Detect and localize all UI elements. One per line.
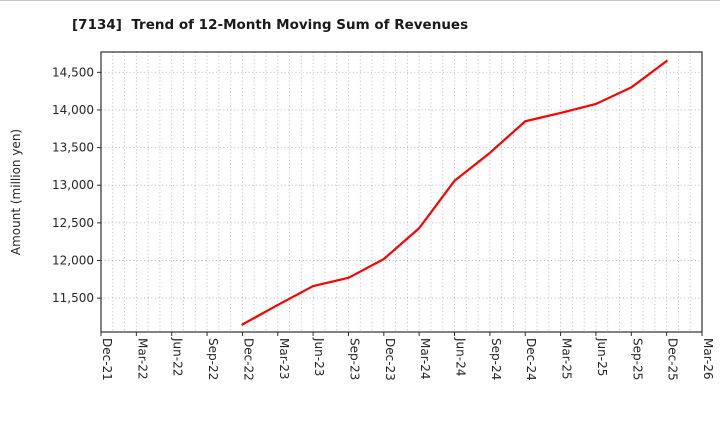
x-tick-label: Jun-25 [595,337,609,376]
x-tick-label: Jun-23 [312,337,326,376]
x-tick-label: Dec-21 [100,338,114,381]
x-tick-label: Dec-25 [666,338,680,381]
chart-title: [7134] Trend of 12-Month Moving Sum of R… [72,17,469,33]
x-tick-label: Sep-22 [206,338,220,380]
x-tick-label: Dec-23 [383,338,397,381]
x-tick-label: Jun-24 [454,337,468,376]
y-tick-label: 13,500 [52,141,94,155]
revenue-line [241,59,668,326]
y-tick-label: 14,000 [52,103,94,117]
x-tick-label: Mar-25 [560,338,574,379]
y-tick-label: 14,500 [52,65,94,79]
x-tick-label: Sep-23 [347,338,361,380]
x-tick-label: Mar-24 [418,338,432,379]
y-tick-label: 11,500 [52,291,94,305]
y-tick-label: 12,000 [52,253,94,267]
x-tick-label: Sep-25 [630,338,644,380]
page-top-border [0,0,720,1]
x-tick-label: Sep-24 [489,338,503,380]
y-tick-label: 12,500 [52,216,94,230]
x-tick-label: Mar-22 [135,338,149,379]
x-tick-label: Dec-22 [241,338,255,381]
x-tick-label: Jun-22 [171,337,185,376]
x-tick-label: Mar-23 [277,338,291,379]
x-tick-label: Dec-24 [524,338,538,381]
plot-border [100,51,703,333]
y-tick-label: 13,000 [52,178,94,192]
x-tick-label: Mar-26 [701,338,715,379]
